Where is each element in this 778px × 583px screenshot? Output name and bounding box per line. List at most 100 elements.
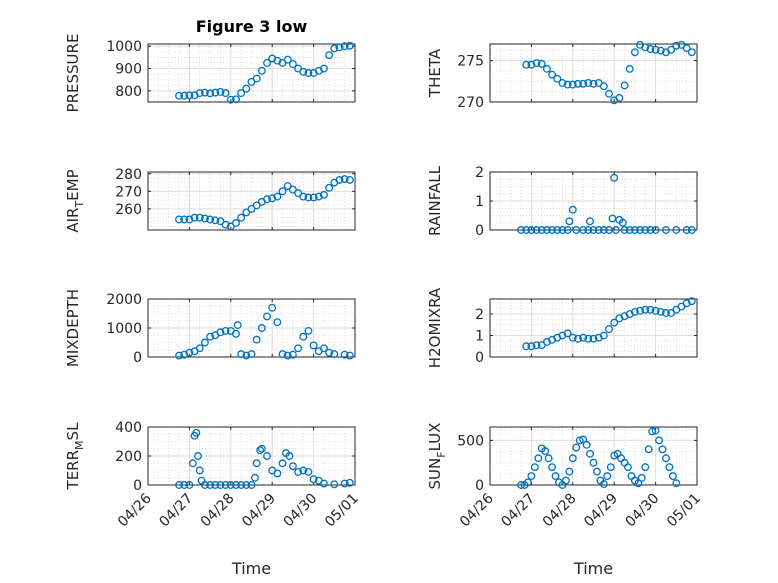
subplot-theta: 270 275 THETA	[426, 40, 698, 111]
data-point	[299, 67, 308, 76]
data-point	[527, 342, 536, 351]
y-tick-label: 900	[115, 62, 142, 78]
data-point	[630, 226, 639, 234]
data-point	[537, 226, 546, 234]
data-point	[517, 481, 525, 489]
data-point	[335, 175, 344, 184]
data-point	[180, 350, 189, 359]
data-point	[561, 476, 570, 485]
y-tick-label: 2000	[106, 292, 142, 308]
data-point	[572, 443, 581, 452]
data-point	[522, 226, 531, 234]
data-point	[345, 175, 354, 184]
data-point	[294, 468, 303, 476]
data-point	[256, 446, 265, 455]
data-point	[247, 204, 256, 213]
data-point	[194, 452, 202, 460]
axis-label: THETA	[426, 48, 444, 98]
data-point	[283, 182, 292, 191]
data-point	[606, 463, 615, 472]
data-point	[257, 66, 266, 75]
data-point	[252, 459, 261, 468]
axes-box	[489, 43, 698, 103]
x-tick-label: 04/30	[281, 491, 321, 531]
x-tick-label: 04/27	[156, 491, 196, 531]
data-point	[641, 305, 650, 314]
plot-area	[490, 44, 697, 102]
data-point	[283, 55, 292, 64]
data-point	[268, 303, 277, 312]
series	[175, 303, 354, 360]
data-point	[662, 454, 670, 463]
data-point	[304, 69, 313, 77]
data-point	[237, 213, 246, 222]
data-point	[345, 41, 354, 50]
data-point	[340, 42, 349, 51]
data-point	[175, 351, 183, 360]
data-point	[200, 88, 209, 97]
data-point	[294, 189, 303, 198]
data-point	[551, 472, 560, 481]
series	[522, 40, 696, 105]
data-point	[568, 454, 577, 463]
data-point	[563, 329, 572, 338]
data-point	[586, 449, 594, 458]
data-point	[558, 226, 567, 234]
data-point	[216, 481, 225, 489]
data-point	[294, 344, 303, 353]
data-point	[309, 193, 318, 202]
axis-label: SUNFLUX	[426, 423, 448, 490]
data-point	[263, 59, 271, 67]
plot-area	[148, 44, 355, 102]
data-point	[615, 93, 624, 102]
data-point	[247, 350, 256, 359]
data-point	[599, 82, 608, 91]
data-point	[646, 45, 655, 53]
data-point	[517, 226, 525, 234]
data-point	[575, 436, 584, 445]
data-point	[605, 325, 613, 334]
y-tick-label: 0	[475, 223, 484, 239]
data-point	[232, 95, 240, 104]
data-point	[634, 479, 643, 488]
data-point	[620, 81, 629, 90]
plot-area	[490, 427, 697, 485]
data-point	[605, 89, 613, 98]
data-point	[656, 307, 665, 316]
data-point	[175, 215, 183, 224]
data-point	[309, 475, 318, 484]
data-point	[655, 436, 663, 445]
data-point	[211, 216, 220, 225]
data-point	[611, 226, 620, 234]
data-point	[232, 219, 240, 227]
x-tick-label: 05/01	[322, 491, 362, 531]
axis-label: MIXDEPTH	[64, 289, 82, 367]
data-point	[325, 183, 334, 192]
axis-label: PRESSURE	[64, 34, 82, 113]
data-point	[216, 217, 225, 226]
data-point	[175, 481, 183, 489]
y-tick-label: 1	[475, 194, 484, 210]
data-point	[330, 350, 339, 359]
data-point	[637, 473, 646, 482]
data-point	[641, 226, 650, 234]
x-tick-label: 04/28	[540, 491, 580, 531]
y-tick-label: 1	[475, 329, 484, 345]
series	[175, 175, 354, 231]
data-point	[237, 481, 246, 489]
data-point	[558, 78, 567, 87]
data-point	[252, 335, 261, 344]
data-point	[630, 48, 639, 57]
data-point	[534, 454, 543, 463]
subplot-h2omixra: 0 1 2 H2OMIXRA	[426, 287, 698, 368]
data-point	[548, 463, 557, 472]
y-tick-label: 500	[457, 433, 484, 449]
data-point	[195, 213, 204, 222]
data-point	[237, 350, 246, 359]
data-point	[345, 478, 354, 487]
data-point	[625, 64, 634, 73]
data-point	[180, 215, 189, 224]
data-point	[304, 326, 313, 335]
x-tick-label: 04/26	[457, 490, 497, 530]
data-point	[263, 195, 271, 204]
